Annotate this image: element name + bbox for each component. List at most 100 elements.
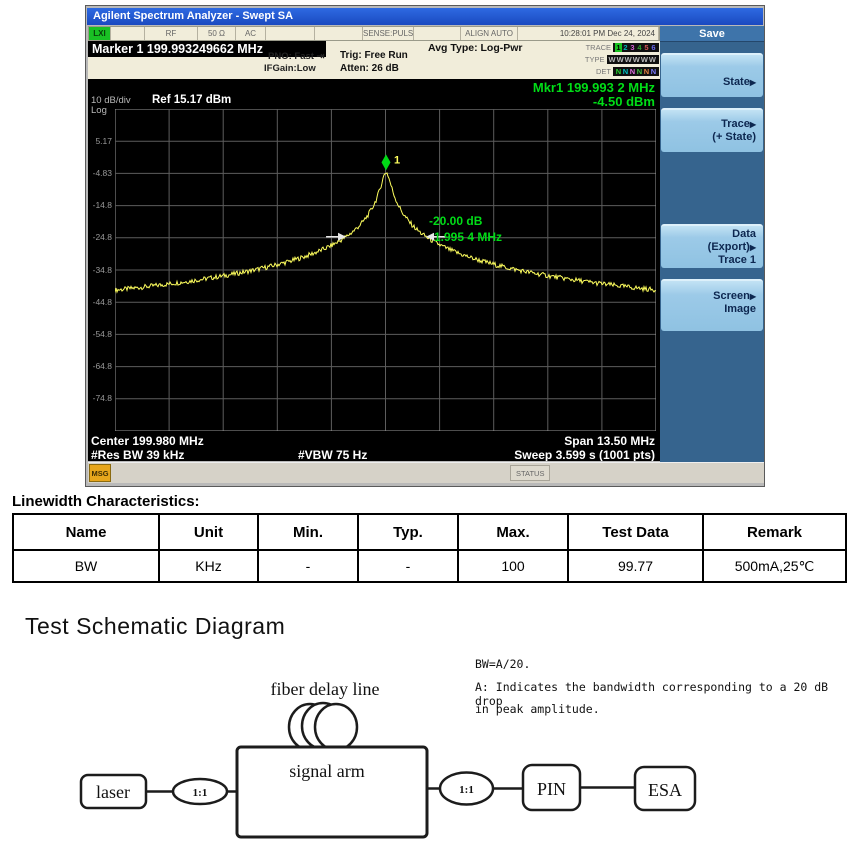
schematic-diagram: fiber delay line signal arm laser 1:1 1:…: [79, 679, 697, 839]
status-cell-empty: [414, 27, 461, 40]
delta-freq-annotation: 1.995 4 MHz: [434, 230, 503, 244]
cell-max: 100: [457, 549, 569, 583]
softkey-data-export-trace1[interactable]: Data (Export)▶ Trace 1: [661, 224, 763, 268]
y-axis-tick: -34.8: [92, 265, 112, 275]
softkey-trace-plus-state[interactable]: Trace▶ (+ State): [661, 108, 763, 152]
delta-db-annotation: -20.00 dB: [429, 214, 483, 228]
cell-test-data: 99.77: [567, 549, 704, 583]
spectrum-plot: 1: [115, 109, 656, 431]
status-cell-sense: SENSE:PULSE: [363, 27, 414, 40]
linewidth-table: Name Unit Min. Typ. Max. Test Data Remar…: [12, 513, 847, 583]
lxi-badge: LXI: [89, 27, 111, 40]
marker-amplitude-readout: -4.50 dBm: [592, 94, 655, 109]
status-strip: LXI RF 50 Ω AC SENSE:PULSE ALIGN AUTO 10…: [88, 26, 660, 41]
softkey-state[interactable]: State▶: [661, 53, 763, 97]
atten-label: Atten: 26 dB: [340, 63, 399, 74]
laser-label: laser: [96, 782, 130, 802]
y-axis-tick: -54.8: [92, 329, 112, 339]
y-axis-tick: -74.8: [92, 393, 112, 403]
table-row: BW KHz - - 100 99.77 500mA,25℃: [12, 549, 847, 583]
pin-label: PIN: [537, 779, 566, 799]
analyzer-window: Agilent Spectrum Analyzer - Swept SA LXI…: [85, 5, 765, 487]
schematic-title: Test Schematic Diagram: [25, 613, 286, 639]
ifgain-label: IFGain:Low: [264, 63, 316, 74]
center-freq-label: Center 199.980 MHz: [91, 434, 204, 448]
log-scale-label: Log: [91, 105, 107, 116]
window-title: Agilent Spectrum Analyzer - Swept SA: [87, 8, 763, 25]
status-cell-impedance: 50 Ω: [198, 27, 236, 40]
fiber-delay-line-label: fiber delay line: [271, 679, 380, 699]
sweep-label: Sweep 3.599 s (1001 pts): [514, 448, 655, 461]
schematic-note-line2: A: Indicates the bandwidth corresponding…: [475, 680, 829, 708]
laser-box: [79, 773, 148, 810]
schematic-note-line3: in peak amplitude.: [475, 702, 600, 716]
cell-unit: KHz: [158, 549, 259, 583]
svg-text:1: 1: [394, 154, 400, 166]
y-axis-tick: 5.17: [95, 136, 112, 146]
signal-arm-label: signal arm: [289, 761, 364, 781]
esa-label: ESA: [648, 780, 682, 800]
status-cell-empty: [315, 27, 363, 40]
avg-type-label: Avg Type: Log-Pwr: [428, 42, 523, 54]
status-cell-empty: [266, 27, 315, 40]
coupler-right: [438, 771, 495, 806]
cell-min: -: [257, 549, 359, 583]
status-cell-align: ALIGN AUTO: [461, 27, 518, 40]
det-label: DET: [596, 66, 611, 76]
col-header: Remark: [702, 513, 847, 551]
fiber-coil-icon: [313, 702, 359, 752]
submenu-arrow-icon: ▶: [749, 78, 756, 87]
softkey-panel: Save State▶ Trace▶ (+ State) Data (Expor…: [660, 26, 764, 462]
signal-arm-box: [235, 745, 429, 839]
status-clock: 10:28:01 PM Dec 24, 2024: [518, 27, 659, 40]
y-axis-tick: -4.83: [92, 168, 112, 178]
col-header: Test Data: [567, 513, 704, 551]
schematic-note-line1: BW=A/20.: [475, 657, 531, 671]
status-cell-coupling: AC: [236, 27, 266, 40]
softkey-screen-image[interactable]: Screen▶ Image: [661, 279, 763, 331]
status-cell: STATUS: [510, 465, 551, 481]
col-header: Typ.: [357, 513, 459, 551]
marker-readout: Marker 1 199.993249662 MHz: [88, 41, 326, 57]
y-axis-tick: -14.8: [92, 200, 112, 210]
y-axis-tick: -24.8: [92, 232, 112, 242]
submenu-arrow-icon: ▶: [749, 120, 756, 129]
status-cell-empty: [111, 27, 145, 40]
trigger-label: Trig: Free Run: [340, 50, 408, 61]
esa-box: [633, 765, 697, 812]
spectrum-display: Mkr1 199.993 2 MHz -4.50 dBm 10 dB/div L…: [88, 79, 660, 461]
res-bw-label: #Res BW 39 kHz: [91, 448, 185, 461]
pno-label: PNO: Fast ⇥: [268, 51, 325, 62]
submenu-arrow-icon: ▶: [749, 292, 756, 301]
type-label: TYPE: [584, 54, 605, 64]
linewidth-heading: Linewidth Characteristics:: [12, 493, 200, 510]
col-header: Max.: [457, 513, 569, 551]
col-header: Name: [12, 513, 160, 551]
coupler-left-label: 1:1: [193, 787, 208, 799]
col-header: Unit: [158, 513, 259, 551]
vbw-label: #VBW 75 Hz: [298, 448, 368, 461]
reference-level-label: Ref 15.17 dBm: [152, 94, 232, 106]
cell-typ: -: [357, 549, 459, 583]
msg-badge: MSG: [89, 464, 111, 482]
trace-label: TRACE: [585, 42, 611, 52]
type-values: WWWWWW: [606, 54, 659, 64]
measurement-header: Marker 1 199.993249662 MHz Avg Type: Log…: [88, 41, 660, 79]
cell-remark: 500mA,25℃: [702, 549, 847, 583]
submenu-arrow-icon: ▶: [749, 242, 756, 252]
status-cell-rf: RF: [145, 27, 198, 40]
cell-name: BW: [12, 549, 160, 583]
message-bar: MSG STATUS: [88, 462, 764, 483]
softkey-menu-title: Save: [660, 26, 764, 42]
y-axis-tick: -64.8: [92, 361, 112, 371]
span-label: Span 13.50 MHz: [564, 434, 655, 448]
scale-per-div-label: 10 dB/div: [91, 95, 131, 106]
coupler-left: [171, 777, 229, 806]
marker-frequency-readout: Mkr1 199.993 2 MHz: [532, 80, 655, 95]
pin-box: [521, 763, 582, 812]
table-header-row: Name Unit Min. Typ. Max. Test Data Remar…: [12, 513, 847, 551]
